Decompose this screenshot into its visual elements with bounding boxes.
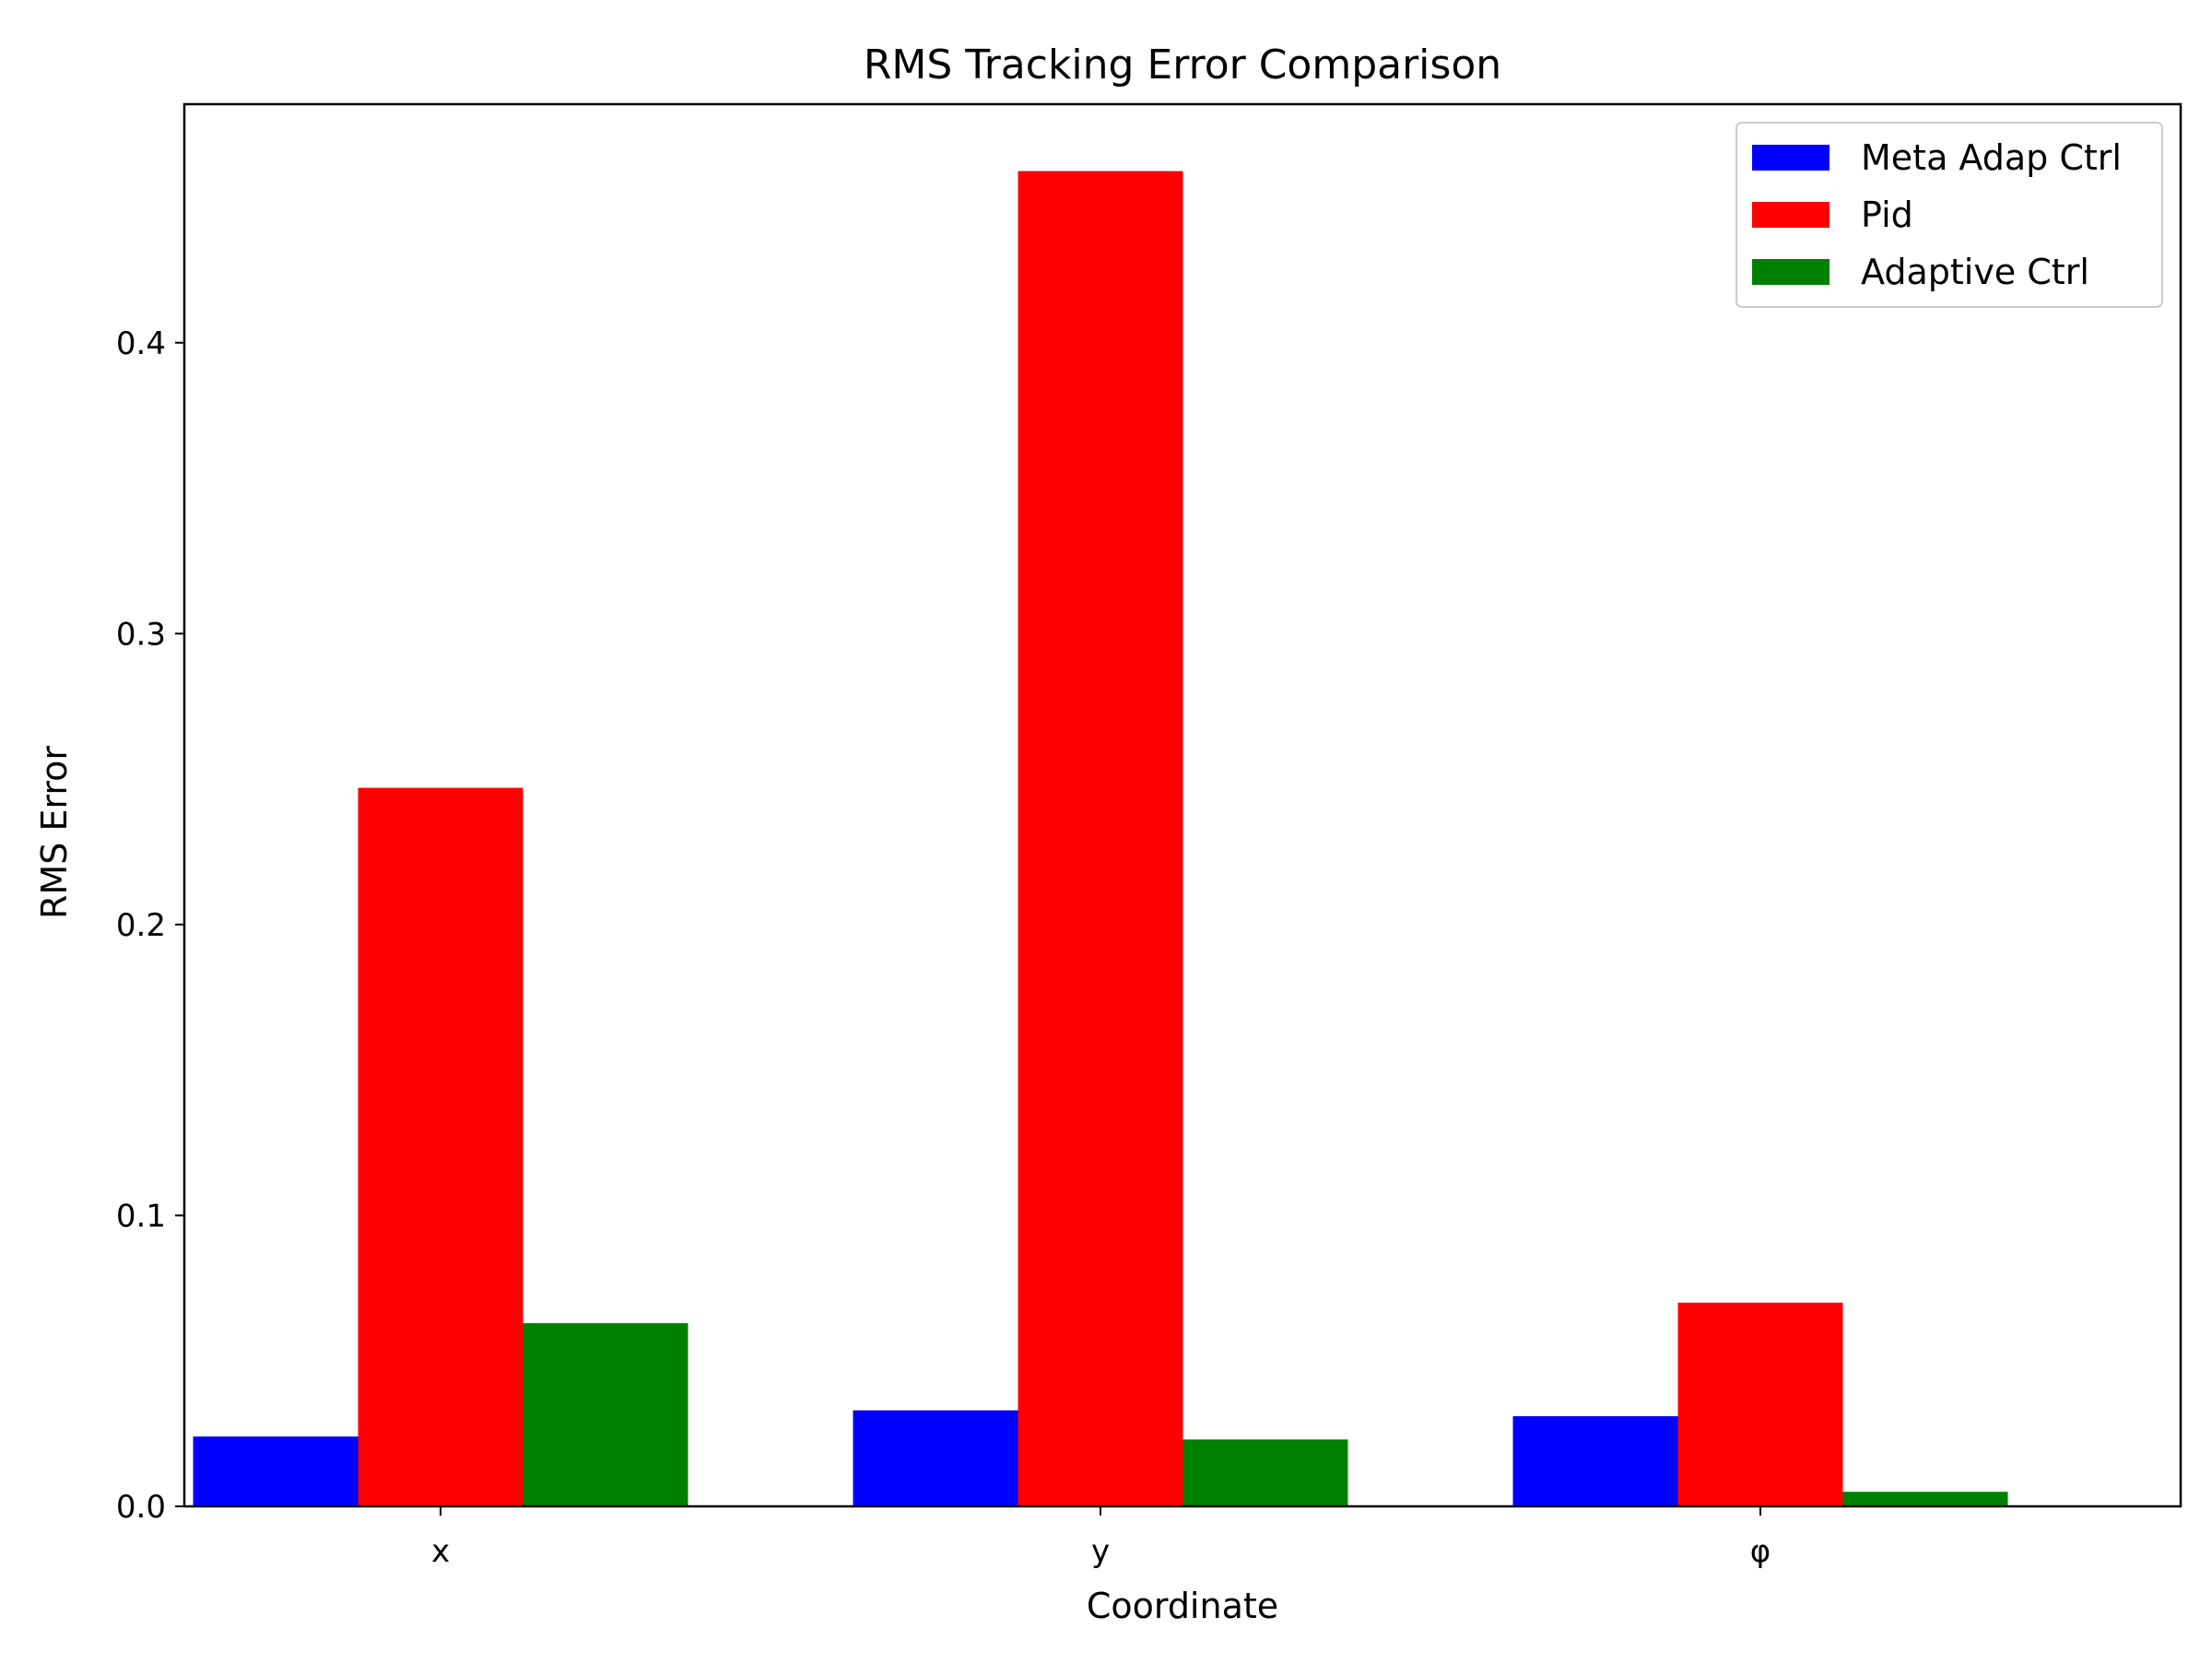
bars-group [193, 171, 2008, 1506]
bar-3-3 [1842, 1492, 2008, 1506]
legend-swatch-3 [1752, 259, 1830, 285]
bar-3-1 [523, 1323, 688, 1506]
y-tick-label-3: 0.2 [116, 907, 166, 944]
plot-frame [182, 102, 2183, 1508]
legend-swatch-1 [1752, 145, 1830, 171]
y-tick-label-2: 0.1 [116, 1198, 166, 1234]
y-tick-label-1: 0.0 [116, 1489, 166, 1526]
bar-2-1 [358, 787, 524, 1506]
x-axis-label: Coordinate [1087, 1586, 1278, 1626]
y-tick-label-4: 0.3 [116, 616, 166, 653]
chart-title: RMS Tracking Error Comparison [864, 41, 1501, 89]
legend-label-2: Pid [1861, 195, 1913, 235]
bar-1-2 [853, 1410, 1018, 1506]
legend-label-1: Meta Adap Ctrl [1861, 137, 2122, 178]
legend-label-3: Adaptive Ctrl [1861, 252, 2089, 292]
y-tick-label-5: 0.4 [116, 325, 166, 362]
legend: Meta Adap Ctrl Pid Adaptive Ctrl [1735, 122, 2163, 308]
legend-box [1735, 122, 2163, 308]
x-tick-label-2: y [1091, 1533, 1110, 1570]
y-axis-label: RMS Error [34, 746, 75, 919]
bar-1-1 [193, 1436, 359, 1506]
legend-swatch-2 [1752, 202, 1830, 228]
x-tick-label-1: x [431, 1533, 450, 1570]
bar-2-3 [1677, 1303, 1843, 1506]
bar-1-3 [1512, 1416, 1678, 1506]
axes-group: 0.0 0.1 0.2 0.3 0.4 x y φ [116, 102, 2183, 1570]
bar-2-2 [1018, 171, 1183, 1506]
x-tick-label-3: φ [1750, 1533, 1771, 1570]
bar-3-2 [1182, 1439, 1348, 1506]
